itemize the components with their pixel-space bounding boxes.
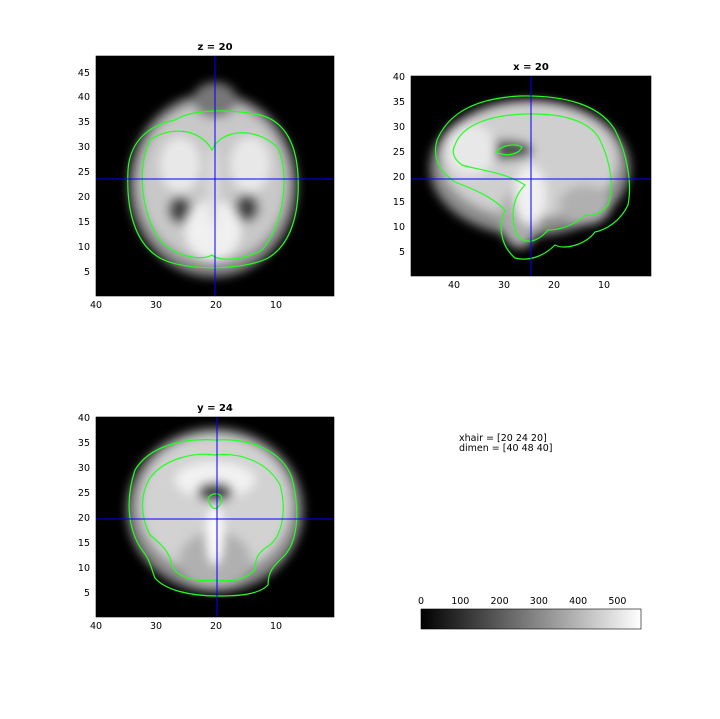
panel-axial-frame (95, 55, 335, 297)
colorbar: 0 100 200 300 400 500 (418, 596, 642, 630)
y-tick-label: 40 (78, 413, 90, 424)
panel-sagittal-contour-outer (434, 95, 631, 260)
y-tick-label: 30 (78, 142, 90, 153)
colorbar-tick-label: 200 (491, 596, 509, 607)
xhair-readout: xhair = [20 24 20] (459, 433, 547, 444)
x-tick-label: 10 (270, 300, 282, 311)
y-tick-label: 35 (78, 117, 90, 128)
y-tick-label: 40 (78, 92, 90, 103)
y-tick-label: 10 (393, 222, 405, 233)
x-tick-label: 30 (150, 621, 162, 632)
panel-coronal-contour-outer (128, 439, 298, 597)
y-tick-label: 30 (393, 122, 405, 133)
panel-axial-contour-inner (141, 130, 285, 260)
x-tick-label: 20 (210, 621, 222, 632)
panel-coronal: y = 24 40 30 20 10 5 10 (78, 403, 335, 632)
panel-axial-y-ticks: 5 10 15 20 25 30 35 40 45 (78, 68, 90, 278)
y-tick-label: 25 (78, 167, 90, 178)
x-tick-label: 20 (548, 280, 560, 291)
x-tick-label: 30 (150, 300, 162, 311)
y-tick-label: 15 (78, 538, 90, 549)
panel-coronal-frame (95, 416, 335, 618)
panel-sagittal-y-ticks: 5 10 15 20 25 30 35 40 (393, 72, 405, 258)
y-tick-label: 40 (393, 72, 405, 83)
panel-sagittal-frame (410, 75, 652, 277)
y-tick-label: 45 (78, 68, 90, 79)
y-tick-label: 5 (399, 247, 405, 258)
panel-axial: z = 20 40 30 20 10 (78, 42, 335, 311)
panel-coronal-x-ticks: 40 30 20 10 (90, 621, 282, 632)
x-tick-label: 40 (90, 621, 102, 632)
y-tick-label: 25 (393, 147, 405, 158)
panel-axial-title: z = 20 (197, 42, 232, 53)
panel-axial-x-ticks: 40 30 20 10 (90, 300, 282, 311)
colorbar-tick-label: 500 (608, 596, 626, 607)
y-tick-label: 15 (393, 197, 405, 208)
panel-sagittal-image (430, 95, 631, 260)
panel-coronal-contour-ventricle (207, 493, 223, 509)
colorbar-frame (420, 608, 642, 630)
colorbar-gradient (421, 609, 641, 629)
info-panel: xhair = [20 24 20] dimen = [40 48 40] (459, 433, 553, 454)
y-tick-label: 20 (78, 513, 90, 524)
panel-sagittal-contour-ventricle (495, 144, 523, 156)
y-tick-label: 5 (84, 267, 90, 278)
panel-sagittal: x = 20 40 30 20 10 5 (393, 62, 652, 291)
colorbar-tick-label: 100 (451, 596, 469, 607)
colorbar-tick-label: 300 (530, 596, 548, 607)
panel-coronal-contour-inner (141, 453, 284, 582)
y-tick-label: 20 (78, 192, 90, 203)
y-tick-label: 10 (78, 242, 90, 253)
x-tick-label: 40 (90, 300, 102, 311)
y-tick-label: 15 (78, 217, 90, 228)
y-tick-label: 25 (78, 488, 90, 499)
x-tick-label: 10 (270, 621, 282, 632)
x-tick-label: 40 (448, 280, 460, 291)
x-tick-label: 20 (210, 300, 222, 311)
dimen-readout: dimen = [40 48 40] (459, 443, 553, 454)
y-tick-label: 5 (84, 588, 90, 599)
panel-coronal-title: y = 24 (197, 403, 233, 414)
colorbar-tick-label: 0 (418, 596, 424, 607)
colorbar-tick-label: 400 (569, 596, 587, 607)
panel-sagittal-title: x = 20 (513, 62, 549, 73)
panel-axial-contour-outer (127, 110, 299, 269)
y-tick-label: 35 (393, 97, 405, 108)
y-tick-label: 10 (78, 563, 90, 574)
x-tick-label: 10 (598, 280, 610, 291)
y-tick-label: 35 (78, 438, 90, 449)
y-tick-label: 20 (393, 172, 405, 183)
x-tick-label: 30 (498, 280, 510, 291)
panel-sagittal-x-ticks: 40 30 20 10 (448, 280, 610, 291)
colorbar-ticks: 0 100 200 300 400 500 (418, 596, 627, 607)
panel-coronal-image (127, 428, 303, 597)
panel-coronal-y-ticks: 5 10 15 20 25 30 35 40 (78, 413, 90, 599)
y-tick-label: 30 (78, 463, 90, 474)
panel-sagittal-contour-inner (452, 113, 612, 242)
